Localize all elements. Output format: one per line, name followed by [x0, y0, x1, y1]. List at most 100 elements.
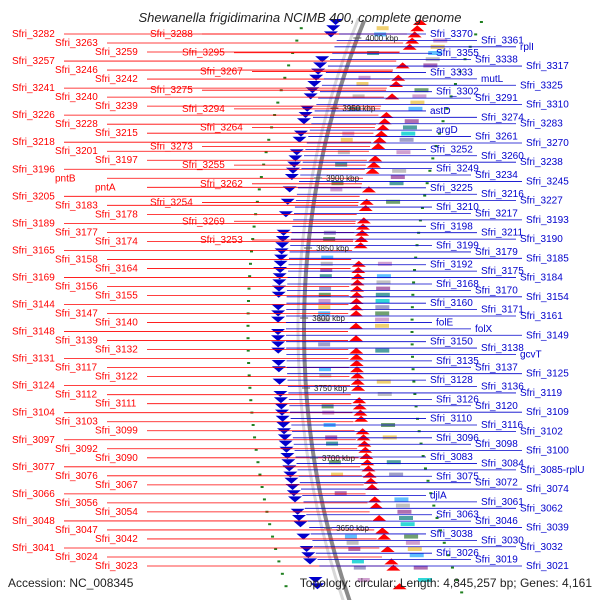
- gene-feature-block: [376, 26, 389, 31]
- gene-feature-block: [319, 373, 332, 378]
- plus-strand-gene-arrow: [349, 291, 364, 298]
- plus-gene-label: Sfri_3156: [55, 281, 98, 292]
- plus-gene-label: Sfri_3288: [150, 29, 193, 40]
- plus-strand-gene-arrow: [349, 298, 364, 304]
- gene-feature-block: [318, 292, 331, 297]
- minus-strand-gene-arrow: [293, 521, 308, 528]
- gene-feature-dot: [262, 163, 266, 166]
- gene-feature-block: [318, 299, 331, 303]
- minus-gene-label: Sfri_3120: [475, 401, 518, 412]
- plus-gene-label: Sfri_3124: [12, 381, 55, 392]
- gene-feature-dot: [264, 151, 268, 154]
- plus-strand-gene-arrow: [372, 515, 387, 521]
- gene-feature-block: [414, 88, 429, 93]
- gene-feature-block: [334, 491, 347, 496]
- kbp-label: 3900 kbp: [326, 174, 359, 183]
- minus-gene-label: Sfri_3136: [481, 382, 524, 393]
- minus-strand-gene-arrow: [289, 149, 304, 156]
- gene-feature-dot: [299, 27, 303, 30]
- gene-feature-block: [402, 125, 417, 130]
- gene-feature-dot: [246, 324, 250, 327]
- minus-strand-gene-arrow: [271, 304, 286, 311]
- plus-gene-label: Sfri_3259: [95, 47, 138, 58]
- gene-feature-block: [328, 460, 341, 465]
- gene-feature-block: [331, 472, 344, 477]
- plus-strand-gene-arrow: [365, 484, 380, 490]
- plus-gene-label: Sfri_3132: [95, 345, 138, 356]
- minus-strand-gene-arrow: [309, 74, 324, 81]
- minus-strand-gene-arrow: [313, 62, 328, 69]
- plus-strand-gene-arrow: [377, 533, 392, 540]
- gene-feature-dot: [463, 58, 467, 61]
- minus-strand-gene-arrow: [276, 422, 291, 428]
- gene-feature-dot: [251, 424, 255, 426]
- plus-gene-label: Sfri_3282: [12, 29, 55, 40]
- plus-gene-label: Sfri_3104: [12, 408, 55, 419]
- minus-strand-gene-arrow: [273, 397, 288, 404]
- minus-gene-label: gcvT: [520, 349, 542, 360]
- gene-feature-block: [405, 540, 420, 545]
- plus-strand-gene-arrow: [377, 118, 392, 125]
- gene-feature-block: [376, 379, 391, 384]
- minus-gene-label: Sfri_3149: [526, 330, 569, 341]
- gene-feature-dot: [411, 355, 415, 358]
- gene-feature-block: [321, 255, 334, 260]
- gene-feature-dot: [410, 331, 414, 333]
- minus-gene-label: Sfri_3026: [436, 548, 479, 559]
- gene-feature-block: [392, 168, 407, 173]
- gene-feature-block: [346, 540, 359, 545]
- gene-feature-dot: [246, 300, 250, 302]
- kbp-label: 3700 kbp: [322, 454, 355, 463]
- minus-strand-gene-arrow: [287, 161, 302, 168]
- gene-feature-dot: [420, 207, 424, 209]
- minus-gene-label: Sfri_3038: [430, 529, 473, 540]
- minus-gene-label: Sfri_3217: [475, 208, 518, 219]
- plus-gene-label: Sfri_3183: [55, 200, 98, 211]
- plus-strand-gene-arrow: [372, 136, 387, 143]
- plus-gene-label: Sfri_3047: [55, 525, 98, 536]
- plus-strand-gene-arrow: [395, 62, 410, 69]
- minus-strand-gene-arrow: [299, 546, 314, 552]
- minus-strand-gene-arrow: [282, 186, 297, 193]
- minus-gene-label: djlA: [430, 490, 447, 501]
- gene-feature-block: [395, 503, 410, 508]
- gene-feature-block: [352, 94, 365, 99]
- minus-gene-label: Sfri_3168: [436, 279, 479, 290]
- plus-gene-label: Sfri_3226: [12, 110, 55, 121]
- gene-labels: Sfri_3282Sfri_3263Sfri_3259Sfri_3257Sfri…: [12, 29, 584, 572]
- minus-gene-label: Sfri_3210: [436, 202, 479, 213]
- gene-feature-dot: [280, 572, 284, 575]
- plus-gene-label: Sfri_3246: [55, 65, 98, 76]
- minus-strand-gene-arrow: [272, 279, 287, 286]
- plus-gene-label: Sfri_3066: [12, 489, 55, 500]
- gene-feature-block: [428, 51, 443, 55]
- gene-feature-dot: [248, 275, 252, 278]
- gene-feature-dot: [267, 138, 271, 141]
- gene-feature-block: [425, 57, 440, 62]
- plus-gene-label: Sfri_3054: [95, 507, 138, 518]
- gene-feature-block: [375, 299, 390, 303]
- kbp-markers: 4000 kbp 3950 kbp 3900 kbp 3850 kbp 3800 kbp…: [300, 34, 399, 533]
- gene-feature-block: [356, 82, 369, 86]
- gene-feature-block: [375, 305, 390, 310]
- plus-strand-gene-arrow: [353, 409, 368, 416]
- gene-feature-block: [344, 534, 357, 539]
- minus-gene-label: Sfri_3216: [481, 189, 524, 200]
- plus-strand-gene-arrow: [356, 434, 371, 441]
- minus-gene-label: Sfri_3175: [481, 266, 524, 277]
- plus-strand-gene-arrow: [350, 372, 365, 379]
- gene-feature-dot: [412, 281, 416, 284]
- minus-strand-gene-arrow: [273, 391, 288, 397]
- plus-gene-label: Sfri_3131: [12, 354, 55, 365]
- minus-gene-label: Sfri_3039: [526, 523, 569, 534]
- gene-feature-block: [386, 460, 401, 465]
- gene-feature-block: [400, 522, 415, 527]
- gene-feature-block: [409, 553, 424, 558]
- gene-feature-dot: [254, 448, 258, 451]
- minus-gene-label: Sfri_3083: [430, 452, 473, 463]
- minus-gene-label: Sfri_3333: [430, 67, 473, 78]
- minus-gene-label: Sfri_3252: [430, 144, 473, 155]
- gene-feature-dot: [450, 566, 454, 569]
- gene-feature-dot: [446, 554, 450, 557]
- gene-feature-dot: [453, 83, 457, 85]
